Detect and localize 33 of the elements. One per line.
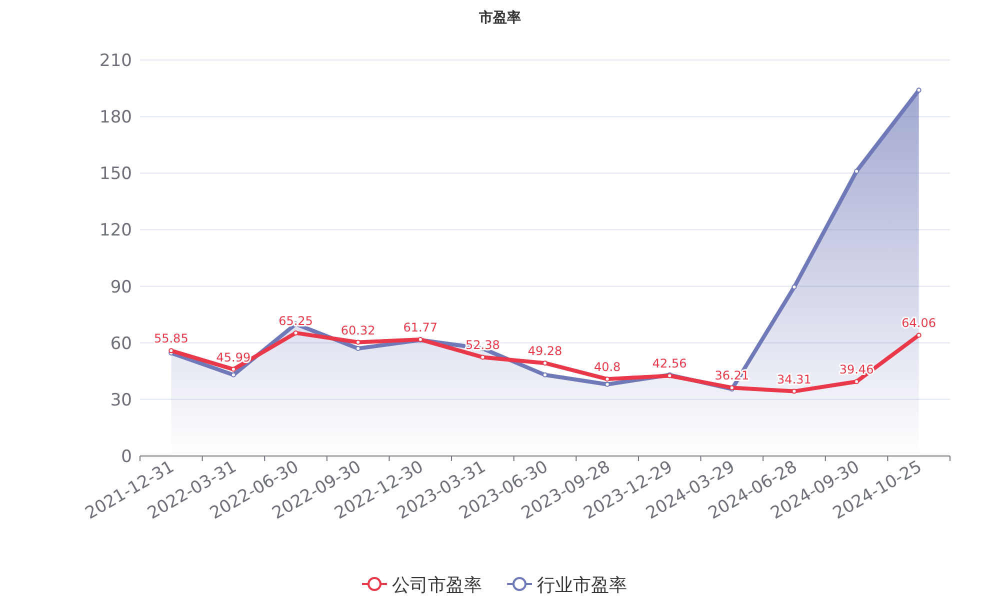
point — [293, 330, 298, 336]
point — [168, 348, 174, 354]
y-tick-label: 180 — [100, 108, 132, 128]
data-label: 61.77 — [403, 320, 438, 335]
legend-label: 公司市盈率 — [392, 575, 482, 596]
data-label: 34.31 — [777, 372, 812, 386]
point — [792, 284, 797, 290]
data-label: 45.99 — [216, 350, 251, 364]
point — [604, 376, 610, 382]
data-label: 42.56 — [652, 356, 687, 371]
data-label: 55.85 — [154, 332, 188, 346]
point — [542, 372, 548, 378]
y-tick-label: 120 — [100, 220, 132, 241]
point — [916, 88, 922, 93]
chart-title: 市盈率 — [478, 9, 521, 26]
point — [230, 372, 236, 378]
y-tick-label: 30 — [110, 390, 132, 410]
point — [916, 332, 922, 338]
data-label: 65.25 — [278, 314, 313, 328]
data-label: 49.28 — [528, 344, 562, 358]
y-tick-label: 60 — [110, 334, 132, 354]
data-label: 64.06 — [902, 316, 936, 330]
point — [854, 168, 860, 174]
point — [230, 366, 236, 372]
y-tick-label: 0 — [121, 447, 132, 467]
point — [854, 379, 860, 384]
legend-label: 行业市盈率 — [537, 575, 627, 596]
y-tick-label: 90 — [110, 277, 132, 298]
y-tick-label: 150 — [100, 164, 132, 184]
point — [542, 360, 548, 366]
data-label: 60.32 — [340, 323, 376, 338]
y-tick-label: 210 — [100, 51, 132, 71]
data-label: 40.8 — [594, 360, 621, 374]
